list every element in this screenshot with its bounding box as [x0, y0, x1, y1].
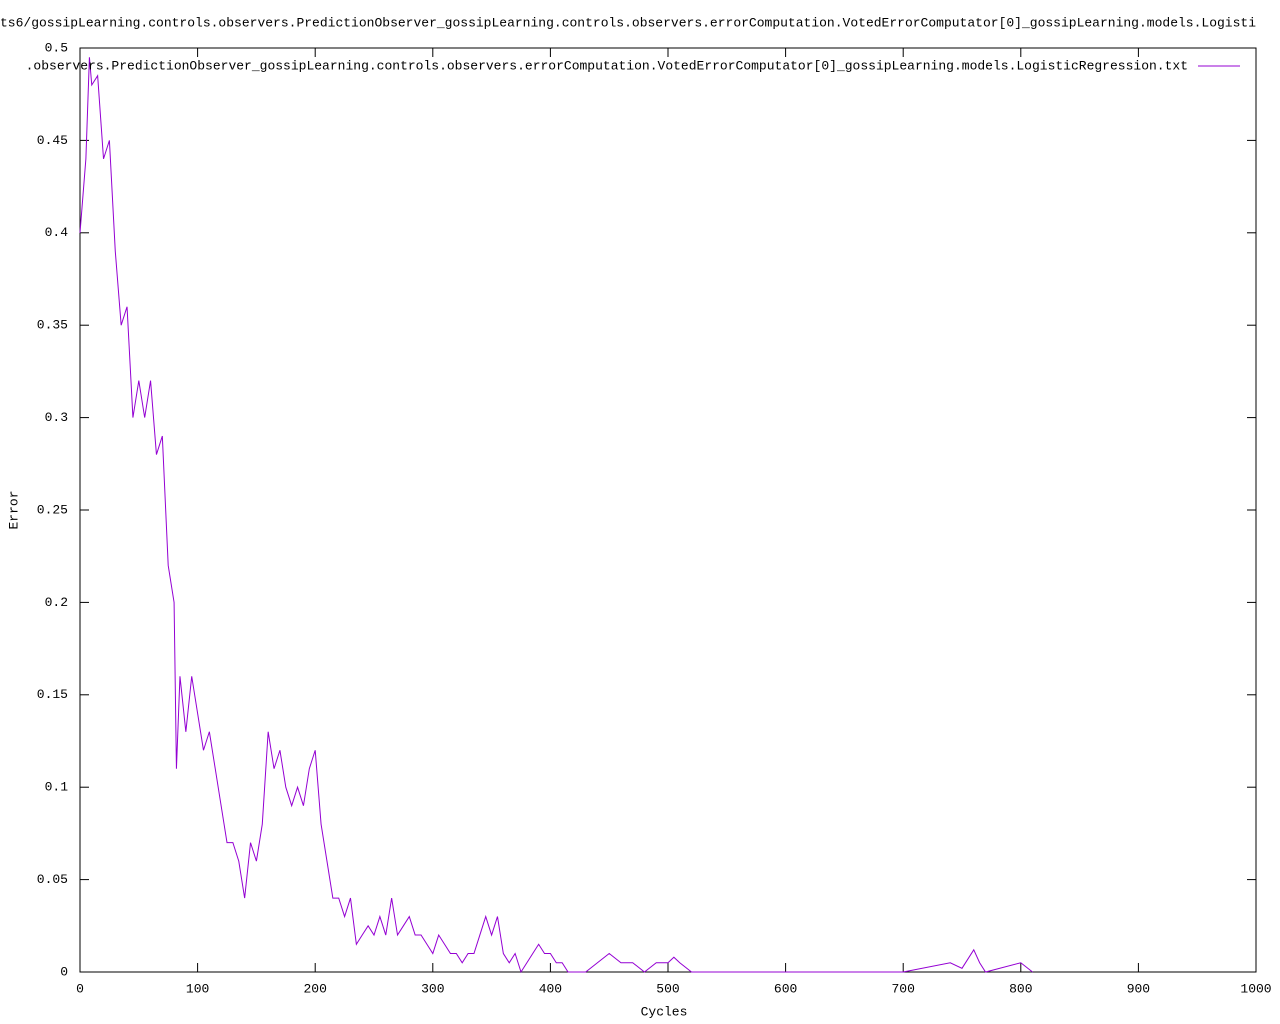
y-tick-label: 0.45	[37, 133, 68, 148]
y-tick-label: 0	[60, 964, 68, 979]
data-line	[79, 57, 1033, 974]
y-tick-label: 0.35	[37, 318, 68, 333]
x-tick-label: 400	[539, 981, 562, 996]
y-tick-label: 0.05	[37, 872, 68, 887]
y-tick-label: 0.4	[45, 225, 69, 240]
x-tick-label: 700	[891, 981, 914, 996]
chart-title: ts6/gossipLearning.controls.observers.Pr…	[0, 15, 1256, 30]
legend-label: .observers.PredictionObserver_gossipLear…	[26, 58, 1188, 73]
x-tick-label: 300	[421, 981, 444, 996]
y-tick-label: 0.3	[45, 410, 68, 425]
y-tick-label: 0.25	[37, 502, 68, 517]
x-axis-label: Cycles	[641, 1004, 688, 1019]
x-tick-label: 100	[186, 981, 209, 996]
x-tick-label: 200	[303, 981, 326, 996]
x-tick-label: 500	[656, 981, 679, 996]
y-tick-label: 0.15	[37, 687, 68, 702]
x-tick-label: 900	[1127, 981, 1150, 996]
y-axis-label: Error	[6, 490, 21, 529]
x-tick-label: 0	[76, 981, 84, 996]
x-tick-label: 800	[1009, 981, 1032, 996]
y-tick-label: 0.5	[45, 40, 68, 55]
plot-border	[79, 47, 1257, 973]
y-tick-label: 0.1	[45, 780, 69, 795]
x-tick-label: 1000	[1240, 981, 1271, 996]
x-tick-label: 600	[774, 981, 797, 996]
y-tick-label: 0.2	[45, 595, 68, 610]
